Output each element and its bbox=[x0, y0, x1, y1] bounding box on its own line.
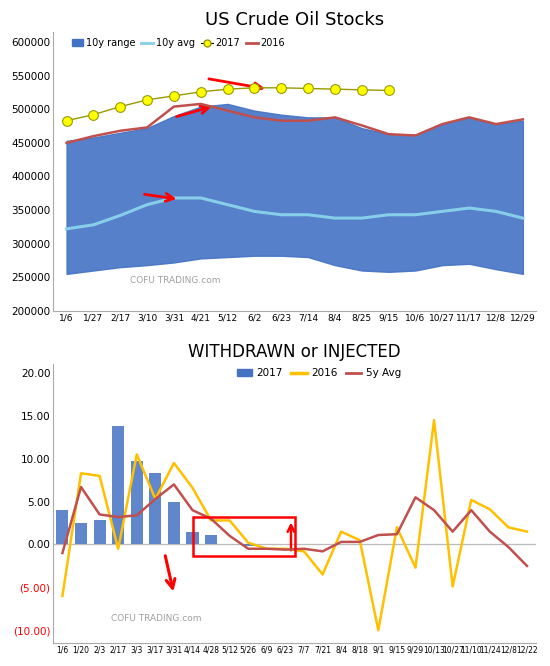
Bar bbox=[186, 533, 199, 545]
Text: COFU TRADING.com: COFU TRADING.com bbox=[130, 276, 221, 285]
Bar bbox=[112, 426, 124, 545]
Bar bbox=[94, 520, 106, 545]
Bar bbox=[224, 543, 236, 545]
Bar bbox=[192, 517, 295, 555]
Bar bbox=[131, 462, 143, 545]
Bar bbox=[75, 523, 87, 545]
Title: WITHDRAWN or INJECTED: WITHDRAWN or INJECTED bbox=[189, 344, 401, 362]
Bar bbox=[57, 510, 68, 545]
Legend: 2017, 2016, 5y Avg: 2017, 2016, 5y Avg bbox=[233, 364, 405, 382]
Bar bbox=[149, 474, 161, 545]
Text: COFU TRADING.com: COFU TRADING.com bbox=[111, 614, 202, 623]
Bar bbox=[205, 535, 217, 545]
Legend: 10y range, 10y avg, 2017, 2016: 10y range, 10y avg, 2017, 2016 bbox=[68, 34, 289, 52]
Bar bbox=[242, 545, 254, 546]
Title: US Crude Oil Stocks: US Crude Oil Stocks bbox=[205, 11, 384, 29]
Bar bbox=[168, 501, 180, 545]
